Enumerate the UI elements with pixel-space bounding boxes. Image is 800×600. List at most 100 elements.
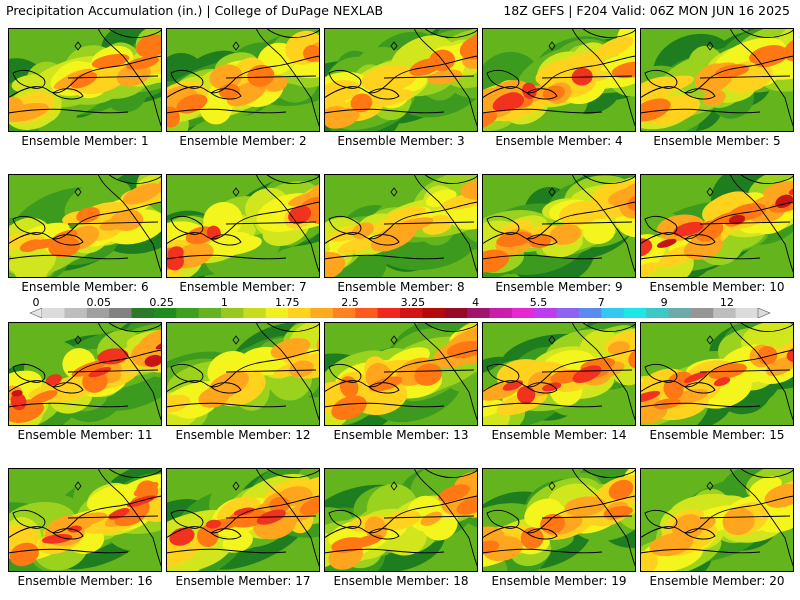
map-boundary-line xyxy=(413,174,478,275)
precip-contour xyxy=(558,200,603,226)
map-boundary-line xyxy=(644,215,678,235)
colorbar-tick-label: 7 xyxy=(597,296,605,309)
map-boundary-line xyxy=(413,468,478,569)
precip-map xyxy=(324,174,478,278)
map-boundary-line xyxy=(8,254,129,260)
station-marker-icon xyxy=(706,335,714,345)
precip-contour xyxy=(516,385,536,404)
colorbar-tick-label: 0.05 xyxy=(86,296,112,309)
precip-map xyxy=(640,28,794,132)
map-boundary-line xyxy=(67,369,159,373)
colorbar-swatch xyxy=(377,308,401,318)
map-boundary-line xyxy=(170,363,204,383)
ensemble-member-label: Ensemble Member: 7 xyxy=(179,280,307,294)
map-boundary-line xyxy=(324,108,445,114)
precip-map xyxy=(8,468,162,572)
map-boundary-line xyxy=(729,322,794,423)
map-boundary-line xyxy=(482,402,603,408)
precip-contour xyxy=(564,496,606,517)
precip-contour xyxy=(41,534,73,544)
precip-contour xyxy=(640,390,661,403)
precip-contour xyxy=(176,94,208,114)
precip-contour xyxy=(233,507,255,516)
precip-map xyxy=(166,174,320,278)
map-boundary-line xyxy=(684,528,716,540)
precip-map xyxy=(482,468,636,572)
precip-contour xyxy=(450,202,478,230)
station-marker-icon xyxy=(390,335,398,345)
colorbar-swatch xyxy=(86,308,110,318)
ensemble-member-label: Ensemble Member: 5 xyxy=(653,134,781,148)
precip-contour xyxy=(762,181,794,201)
map-boundary-line xyxy=(166,108,287,114)
precip-contour xyxy=(386,206,427,223)
map-boundary-line xyxy=(581,174,636,185)
precip-contour xyxy=(247,64,275,87)
precip-contour xyxy=(301,196,320,209)
precip-contour xyxy=(482,399,506,419)
station-marker-icon xyxy=(390,41,398,51)
precip-contour xyxy=(91,53,130,69)
ensemble-member-label: Ensemble Member: 4 xyxy=(495,134,623,148)
map-boundary-line xyxy=(324,548,445,554)
precip-contour xyxy=(656,238,677,248)
colorbar-swatch xyxy=(42,308,65,318)
precip-contour xyxy=(125,56,159,70)
map-boundary-line xyxy=(644,509,678,529)
precip-contour xyxy=(389,217,434,234)
map-boundary-line xyxy=(729,174,794,275)
ensemble-member-label: Ensemble Member: 13 xyxy=(333,428,469,442)
map-boundary-line xyxy=(328,215,362,235)
precip-contour xyxy=(459,35,478,60)
map-boundary-line xyxy=(107,174,162,185)
map-boundary-line xyxy=(423,174,478,185)
map-boundary-line xyxy=(640,548,761,554)
station-marker-icon xyxy=(232,481,240,491)
precip-map xyxy=(166,468,320,572)
map-boundary-line xyxy=(541,75,633,79)
precip-contour xyxy=(303,44,320,62)
precip-contour xyxy=(640,98,671,122)
map-boundary-line xyxy=(265,468,320,479)
map-boundary-line xyxy=(423,28,478,39)
colorbar-swatch xyxy=(265,308,289,318)
precip-contour xyxy=(722,507,755,536)
precip-contour xyxy=(728,214,746,225)
station-marker-icon xyxy=(390,481,398,491)
map-boundary-line xyxy=(526,88,558,100)
map-boundary-line xyxy=(541,515,633,519)
precip-contour xyxy=(11,389,23,397)
precip-contour xyxy=(350,93,373,113)
station-marker-icon xyxy=(232,187,240,197)
precip-contour xyxy=(324,106,347,123)
colorbar-swatch xyxy=(310,308,334,318)
map-boundary-line xyxy=(12,509,46,529)
precip-contour xyxy=(97,348,129,365)
station-marker-icon xyxy=(548,41,556,51)
ensemble-member-label: Ensemble Member: 18 xyxy=(333,574,469,588)
precip-map xyxy=(324,322,478,426)
precip-contour xyxy=(324,252,346,278)
precip-contour xyxy=(76,207,100,223)
map-boundary-line xyxy=(413,28,478,129)
ensemble-member-label: Ensemble Member: 14 xyxy=(491,428,627,442)
station-marker-icon xyxy=(548,335,556,345)
precip-map xyxy=(640,174,794,278)
station-marker-icon xyxy=(232,41,240,51)
precip-contour xyxy=(144,354,162,367)
precip-contour xyxy=(482,540,500,555)
precip-map xyxy=(640,468,794,572)
map-boundary-line xyxy=(107,468,162,479)
map-boundary-line xyxy=(482,108,603,114)
station-marker-icon xyxy=(74,187,82,197)
precip-contour xyxy=(218,83,240,99)
map-boundary-line xyxy=(97,174,162,275)
precip-contour xyxy=(414,363,443,386)
map-boundary-line xyxy=(541,369,633,373)
colorbar-tick-label: 9 xyxy=(660,296,668,309)
precip-contour xyxy=(19,239,43,253)
precip-contour xyxy=(226,80,267,107)
map-boundary-line xyxy=(640,108,761,114)
map-boundary-line xyxy=(324,254,445,260)
